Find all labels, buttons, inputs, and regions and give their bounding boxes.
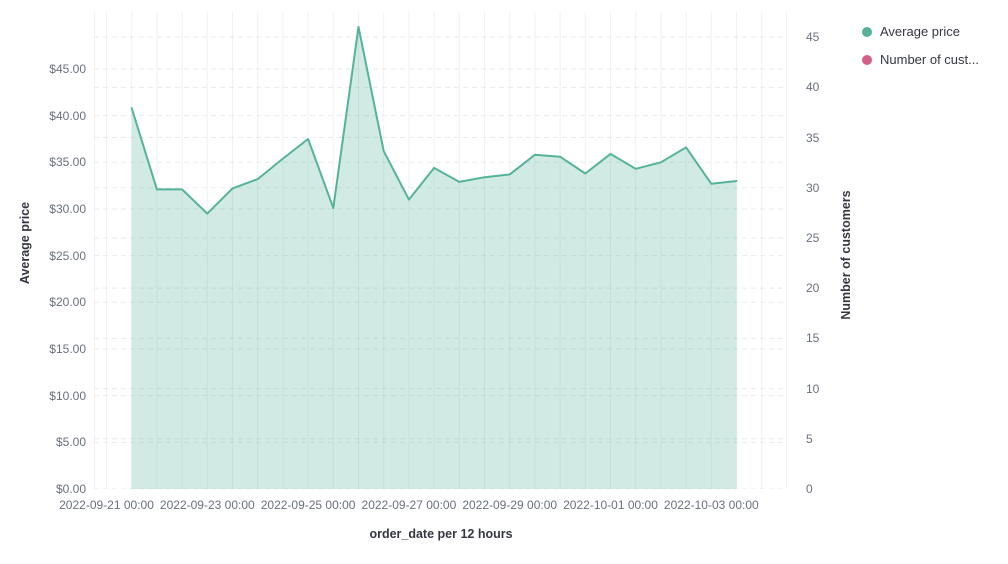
left-axis-tick-label: $40.00 (49, 108, 86, 123)
average-price-line (130, 25, 738, 215)
right-axis-tick-label: 10 (806, 381, 820, 396)
right-axis-tick-labels: 0 5 10 15 20 25 30 35 40 45 (806, 0, 866, 564)
chart-legend: Average price Number of cust... (862, 24, 979, 67)
left-axis-tick-label: $25.00 (49, 248, 86, 263)
left-axis-tick-label: $30.00 (49, 201, 86, 216)
left-axis-tick-label: $35.00 (49, 155, 86, 170)
x-axis-tick-label: 2022-10-03 00:00 (663, 498, 759, 512)
right-axis-tick-label: 0 (806, 482, 813, 496)
x-axis-tick-label: 2022-10-01 00:00 (563, 498, 658, 512)
right-axis-title: Number of customers (839, 190, 853, 320)
legend-series-dot-icon (862, 26, 872, 37)
right-axis-tick-label: 15 (806, 331, 820, 346)
x-axis-tick-label: 2022-09-25 00:00 (260, 498, 356, 512)
average-price-area-fill (131, 26, 737, 489)
area-series-canvas[interactable] (94, 12, 787, 489)
right-axis-tick-label: 30 (806, 180, 820, 195)
x-axis-tick-label: 2022-09-21 00:00 (59, 498, 154, 512)
legend-label: Average price (880, 24, 960, 39)
legend-item-average-price[interactable]: Average price (862, 24, 979, 39)
legend-item-number-of-cust[interactable]: Number of cust... (862, 52, 979, 67)
x-axis-tick-label: 2022-09-23 00:00 (159, 498, 255, 512)
legend-label: Number of cust... (880, 52, 979, 67)
right-axis-tick-label: 45 (806, 30, 820, 45)
right-axis-tick-label: 20 (806, 281, 820, 296)
left-axis-tick-label: $10.00 (49, 388, 86, 403)
right-axis-tick-label: 35 (806, 130, 820, 145)
x-axis-tick-label: 2022-09-29 00:00 (462, 498, 558, 512)
left-axis-tick-label: $5.00 (55, 435, 86, 450)
left-axis-tick-label: $20.00 (49, 295, 86, 310)
x-axis-title: order_date per 12 hours (369, 527, 513, 541)
right-axis-tick-label: 5 (806, 431, 813, 446)
left-axis-tick-labels: $0.00 $5.00 $10.00 $15.00 $20.00 $25.00 $30.00… (0, 0, 86, 564)
legend-series-dot-icon (862, 54, 872, 65)
x-axis-tick-label: 2022-09-27 00:00 (361, 498, 457, 512)
right-axis-tick-label: 40 (806, 80, 820, 95)
left-axis-tick-label: $45.00 (49, 61, 86, 76)
plot-area[interactable] (94, 12, 787, 489)
right-axis-tick-label: 25 (806, 230, 820, 245)
left-axis-tick-label: $0.00 (55, 482, 86, 496)
left-axis-tick-label: $15.00 (49, 341, 86, 356)
